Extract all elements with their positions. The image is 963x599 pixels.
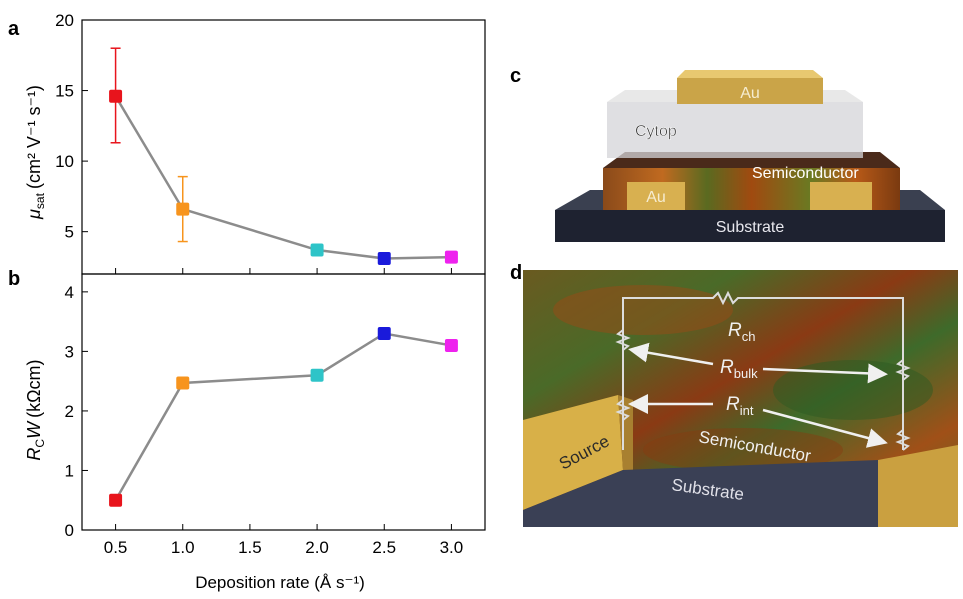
charts-svg: 5 10 15 20 0 1 2 3 4 0.5 1.0 1.5 2.0 2.5 3.0 μsat(cm² …: [24, 11, 486, 592]
data-point-a: [377, 251, 391, 265]
zigzag-bulk-right: [895, 359, 911, 381]
label-cytop: Cytop: [635, 123, 677, 140]
substrate-front: [555, 210, 945, 242]
texture-blob: [773, 360, 933, 420]
panel-label-d: d: [510, 262, 523, 284]
x-tick-label: 2.5: [372, 538, 396, 557]
au-top-face: [677, 70, 823, 78]
source-electrode: [523, 395, 623, 510]
x-tick-label: 3.0: [440, 538, 464, 557]
data-point-b: [377, 327, 391, 341]
source-electrode-side: [618, 395, 633, 475]
substrate: [523, 460, 878, 527]
label-r-bulk: Rbulk: [720, 357, 758, 381]
y-tick-label-b: 2: [65, 402, 74, 421]
device-schematic-d: Rch Rbulk Rint Source Semiconductor Subs…: [523, 270, 958, 527]
label-semiconductor-c: Semiconductor: [752, 165, 859, 182]
arrow-int-right: [762, 408, 888, 448]
y-tick-label-b: 1: [65, 461, 74, 480]
resistor-path: [622, 290, 904, 450]
y-tick-label-a: 15: [55, 82, 74, 101]
y-tick-label-b: 0: [65, 521, 74, 540]
data-point-a: [109, 89, 123, 103]
device-schematic-c: Au Cytop Semiconductor Au Substrate: [555, 70, 945, 242]
zigzag-int-left: [615, 399, 631, 421]
y-tick-label-b: 4: [65, 283, 74, 302]
data-point-a: [444, 250, 458, 264]
y-tick-label-a: 20: [55, 11, 74, 30]
data-point-b: [176, 376, 190, 390]
arrow-bulk-left: [628, 342, 714, 366]
data-point-a: [176, 202, 190, 216]
au-top-front: [677, 78, 823, 104]
panel-label-a: a: [8, 18, 20, 40]
x-tick-label: 2.0: [305, 538, 329, 557]
label-au-top: Au: [740, 85, 760, 102]
plot-frame-a: [81, 19, 486, 275]
data-point-a: [310, 243, 324, 257]
x-tick-label: 0.5: [104, 538, 128, 557]
x-axis-label: Deposition rate (Å s⁻¹): [195, 573, 365, 592]
y-tick-label-a: 5: [65, 223, 74, 242]
texture-blob: [643, 428, 843, 472]
plot-frame-b: [81, 273, 486, 531]
label-substrate-c: Substrate: [716, 219, 785, 236]
data-point-b: [109, 493, 123, 507]
panel-label-b: b: [8, 268, 21, 290]
data-point-b: [310, 368, 324, 382]
au-bottom-left: [627, 182, 685, 210]
label-r-int: Rint: [726, 394, 754, 418]
x-tick-label: 1.5: [238, 538, 262, 557]
y-axis-label-b: RCW(kΩcm): [24, 359, 47, 460]
series-line-a: [114, 95, 452, 260]
zigzag-int-right: [895, 429, 911, 451]
y-axis-label-a: μsat(cm² V⁻¹ s⁻¹): [24, 85, 47, 220]
au-bottom-right: [810, 182, 872, 210]
zigzag-bulk-left: [615, 329, 631, 351]
y-tick-label-a: 10: [55, 152, 74, 171]
x-tick-label: 1.0: [171, 538, 195, 557]
label-au-bottom: Au: [646, 189, 666, 206]
arrow-bulk-right: [762, 363, 888, 384]
data-point-b: [444, 338, 458, 352]
series-line-b: [114, 332, 452, 501]
label-r-ch: Rch: [728, 320, 755, 344]
texture-blob: [553, 285, 733, 335]
panel-label-c: c: [510, 65, 522, 87]
y-tick-label-b: 3: [65, 342, 74, 361]
drain-electrode: [878, 445, 958, 527]
cytop-front: [607, 102, 863, 158]
